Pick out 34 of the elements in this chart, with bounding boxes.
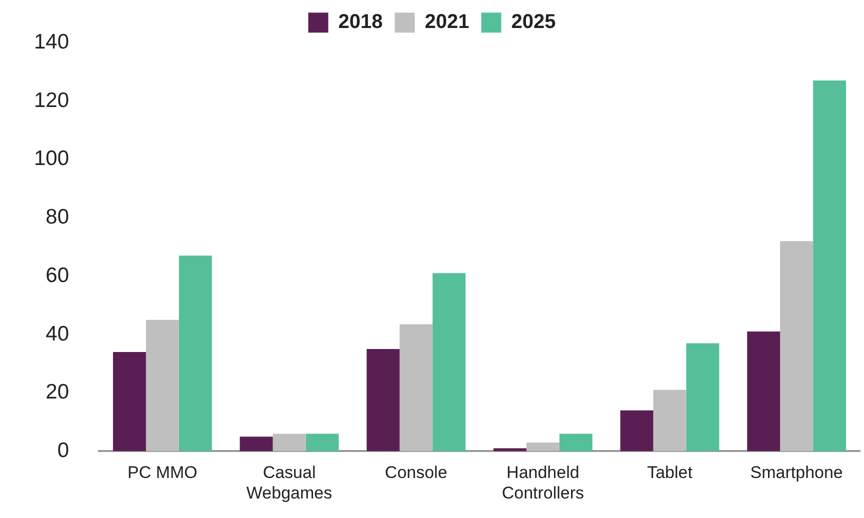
legend-label: 2025 bbox=[511, 11, 556, 34]
y-tick-label: 120 bbox=[34, 88, 70, 112]
x-tick-label: Tablet bbox=[647, 463, 693, 482]
bar bbox=[526, 442, 560, 452]
x-tick-label: PC MMO bbox=[128, 463, 198, 482]
bar bbox=[653, 390, 686, 452]
legend-label: 2018 bbox=[338, 11, 383, 34]
legend-label: 2021 bbox=[424, 11, 470, 34]
bar bbox=[272, 434, 306, 452]
bar bbox=[813, 80, 846, 452]
bar bbox=[686, 343, 720, 452]
bar bbox=[432, 273, 466, 452]
bar bbox=[146, 320, 179, 452]
y-tick-label: 0 bbox=[57, 438, 70, 462]
x-tick-label: Smartphone bbox=[750, 463, 843, 482]
bar bbox=[112, 352, 146, 452]
bar bbox=[747, 332, 780, 452]
bar bbox=[306, 434, 339, 452]
y-tick-label: 40 bbox=[46, 322, 70, 346]
bar bbox=[240, 436, 273, 452]
x-tick-label: Casual Webgames bbox=[246, 463, 332, 502]
bar bbox=[780, 241, 814, 452]
bar bbox=[620, 410, 654, 452]
x-tick-label: Handheld Controllers bbox=[502, 463, 584, 502]
y-tick-label: 140 bbox=[34, 30, 70, 54]
bar bbox=[400, 324, 433, 452]
bar bbox=[366, 349, 400, 452]
y-tick-label: 20 bbox=[46, 380, 70, 404]
bar bbox=[559, 434, 592, 452]
y-tick-label: 60 bbox=[46, 264, 70, 287]
x-tick-label: Console bbox=[384, 463, 448, 482]
bar bbox=[178, 256, 212, 452]
y-tick-label: 80 bbox=[46, 206, 70, 229]
y-tick-label: 100 bbox=[34, 147, 70, 170]
